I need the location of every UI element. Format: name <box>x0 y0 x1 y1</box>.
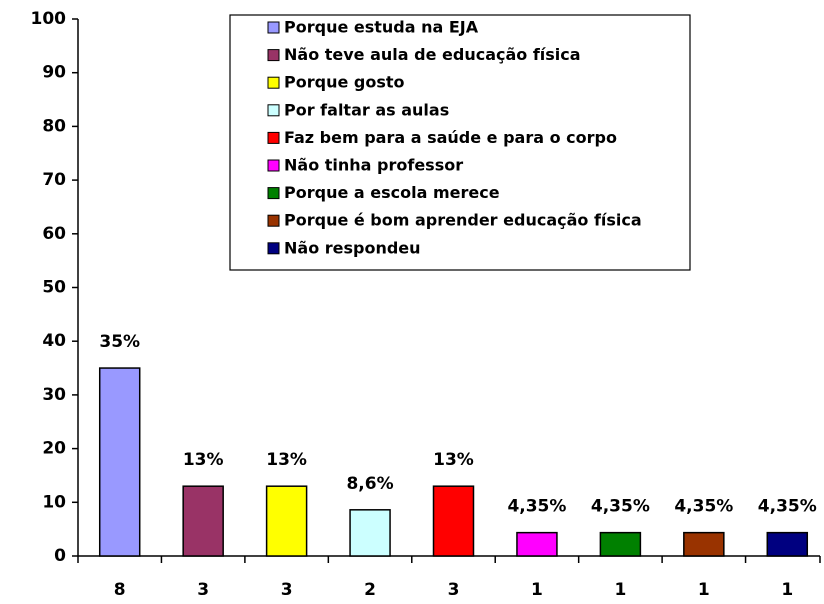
y-tick-label: 80 <box>42 116 66 136</box>
x-tick-label: 8 <box>114 580 126 600</box>
y-tick-label: 90 <box>42 63 66 83</box>
y-tick-label: 10 <box>42 492 66 512</box>
x-tick-label: 1 <box>531 580 543 600</box>
y-tick-label: 70 <box>42 170 66 190</box>
x-tick-label: 1 <box>781 580 793 600</box>
legend-text: Porque gosto <box>284 73 404 92</box>
bar <box>766 531 809 557</box>
y-tick-label: 50 <box>42 278 66 298</box>
value-label: 8,6% <box>346 474 393 494</box>
value-label: 35% <box>99 332 140 352</box>
y-tick-label: 30 <box>42 385 66 405</box>
x-tick-label: 3 <box>448 580 460 600</box>
legend-text: Porque estuda na EJA <box>284 18 479 37</box>
y-tick-label: 20 <box>42 439 66 459</box>
value-label: 4,35% <box>674 497 733 517</box>
legend-swatch <box>267 21 280 34</box>
legend-text: Não respondeu <box>284 238 421 257</box>
bar <box>265 485 308 557</box>
x-tick-label: 1 <box>614 580 626 600</box>
legend-box <box>229 14 691 271</box>
legend-text: Porque é bom aprender educação física <box>284 211 642 230</box>
legend-swatch <box>267 131 280 144</box>
bar <box>182 485 224 557</box>
bar <box>98 367 141 557</box>
value-label: 4,35% <box>591 497 650 517</box>
y-tick-label: 0 <box>54 546 66 566</box>
x-tick-label: 2 <box>364 580 376 600</box>
legend-swatch <box>267 214 280 227</box>
value-label: 4,35% <box>507 497 566 517</box>
x-tick-label: 3 <box>197 580 209 600</box>
x-tick-label: 1 <box>698 580 710 600</box>
y-tick-label: 60 <box>42 224 66 244</box>
value-label: 13% <box>183 450 224 470</box>
bar <box>432 485 475 557</box>
legend-text: Por faltar as aulas <box>284 100 449 119</box>
bar <box>516 531 558 557</box>
x-tick-label: 3 <box>281 580 293 600</box>
legend-swatch <box>267 159 280 172</box>
y-tick-label: 40 <box>42 331 66 351</box>
legend-text: Porque a escola merece <box>284 183 500 202</box>
legend-swatch <box>267 76 280 89</box>
bar <box>349 509 391 557</box>
value-label: 4,35% <box>758 497 817 517</box>
legend-text: Não teve aula de educação física <box>284 45 581 64</box>
value-label: 13% <box>433 450 474 470</box>
legend-text: Faz bem para a saúde e para o corpo <box>284 128 617 147</box>
value-label: 13% <box>266 450 307 470</box>
bar <box>683 531 725 557</box>
y-tick-label: 100 <box>31 9 67 29</box>
legend-swatch <box>267 242 280 255</box>
bar <box>599 531 642 557</box>
legend-swatch <box>267 49 280 62</box>
legend-swatch <box>267 187 280 200</box>
legend-text: Não tinha professor <box>284 156 463 175</box>
legend-swatch <box>267 104 280 117</box>
